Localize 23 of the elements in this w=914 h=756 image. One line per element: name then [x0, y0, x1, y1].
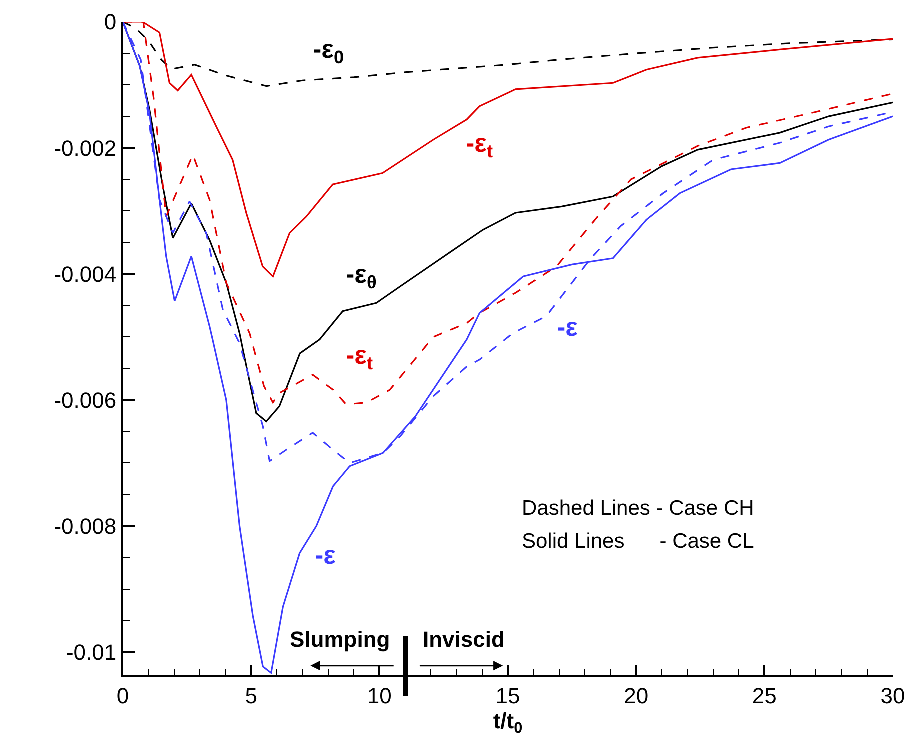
annotation: Slumping — [290, 627, 390, 652]
annotation: Inviscid — [423, 627, 505, 652]
x-tick-label: 25 — [752, 683, 777, 708]
y-tick-label: -0.004 — [54, 262, 117, 287]
series-label: -ε — [557, 312, 578, 342]
x-tick-label: 10 — [367, 683, 392, 708]
x-tick-label: 5 — [245, 683, 258, 708]
annotation: Solid Lines - Case CL — [522, 530, 754, 553]
series-label: -ε — [315, 540, 336, 570]
y-tick-label: -0.006 — [54, 388, 117, 413]
series-label: -ε$_{t}$ — [346, 340, 374, 374]
x-tick-label: 20 — [624, 683, 649, 708]
x-tick-label: 15 — [496, 683, 520, 708]
series-label: -ε$_{t}$ — [466, 128, 494, 162]
y-tick-label: -0.002 — [54, 136, 117, 161]
y-tick-label: -0.01 — [66, 640, 117, 666]
annotation: Dashed Lines - Case CH — [522, 497, 754, 520]
series-label: -ε$_{0}$ — [313, 34, 344, 68]
y-tick-label: 0 — [104, 10, 117, 35]
y-tick-label: -0.008 — [54, 514, 117, 539]
x-tick-label: 30 — [880, 683, 906, 708]
series-label: -ε$_{θ}$ — [346, 259, 377, 292]
x-axis-title: t/t$_{0}$ — [493, 708, 523, 738]
